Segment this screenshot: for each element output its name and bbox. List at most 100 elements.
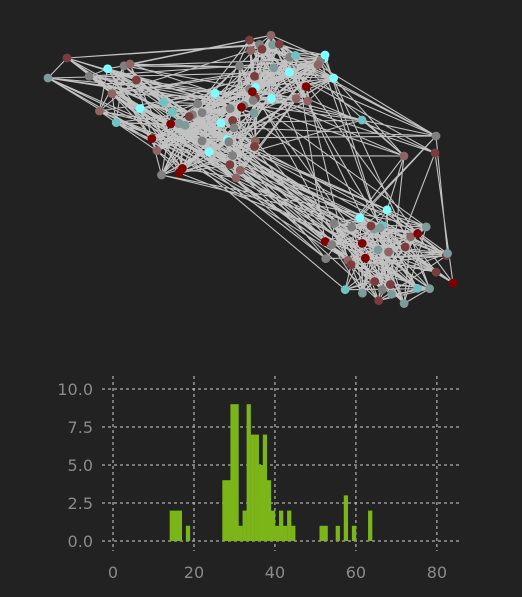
x-tick-label: 20	[184, 563, 204, 582]
y-tick-label: 7.5	[68, 418, 93, 437]
network-node	[347, 222, 357, 232]
network-node	[413, 229, 423, 239]
x-tick-label: 0	[108, 563, 118, 582]
network-node	[225, 104, 235, 113]
network-node	[267, 94, 276, 103]
network-node	[291, 50, 300, 60]
bar	[246, 404, 251, 541]
network-nodes	[43, 30, 458, 308]
network-node	[43, 73, 53, 83]
network-node	[197, 136, 207, 146]
tick-labels: 0.0 2.5 5.0 7.5 10.0 0 20 40 60 80	[57, 380, 447, 582]
bar	[242, 510, 247, 541]
bar	[270, 510, 276, 541]
network-node	[225, 160, 235, 170]
network-node	[174, 118, 184, 128]
bar	[323, 525, 328, 541]
network-node	[147, 134, 157, 144]
network-node	[413, 283, 422, 293]
network-graph	[43, 30, 458, 308]
network-node	[268, 40, 277, 50]
network-node	[406, 232, 416, 242]
bar	[368, 510, 373, 541]
network-node	[135, 104, 145, 114]
y-tick-label: 5.0	[68, 456, 93, 475]
network-node	[228, 116, 238, 125]
network-node	[157, 170, 166, 180]
network-node	[443, 249, 452, 258]
bar	[262, 434, 268, 541]
network-node	[257, 44, 267, 54]
network-node	[399, 151, 409, 161]
network-node	[373, 245, 383, 255]
bar	[343, 495, 349, 541]
network-node	[193, 99, 203, 109]
bar	[234, 404, 239, 541]
network-node	[382, 205, 392, 215]
network-node	[385, 280, 395, 289]
network-node	[384, 247, 393, 257]
network-node	[431, 267, 441, 277]
network-node	[269, 63, 279, 73]
network-node	[125, 59, 135, 69]
network-node	[249, 108, 259, 118]
network-node	[95, 106, 104, 116]
bar	[266, 480, 272, 541]
bar	[226, 480, 231, 541]
network-node	[159, 97, 169, 107]
bar	[291, 525, 296, 541]
x-tick-label: 60	[346, 563, 366, 582]
network-node	[291, 94, 301, 103]
network-node	[430, 148, 440, 158]
bar	[250, 434, 255, 541]
network-node	[400, 242, 410, 252]
bar	[222, 480, 227, 541]
network-node	[235, 165, 245, 175]
bar	[177, 510, 183, 541]
network-node	[228, 151, 238, 160]
network-node	[216, 118, 226, 128]
bar	[283, 525, 288, 541]
bar	[335, 525, 340, 541]
network-node	[166, 119, 176, 129]
network-node	[266, 30, 276, 40]
network-node	[387, 289, 396, 299]
network-node	[237, 102, 246, 112]
network-node	[167, 107, 177, 117]
network-node	[111, 118, 121, 128]
network-node	[247, 87, 257, 97]
network-node	[231, 173, 241, 183]
network-node	[245, 35, 254, 45]
network-node	[320, 237, 330, 246]
bar	[258, 465, 264, 541]
network-node	[84, 71, 94, 81]
network-node	[360, 253, 370, 263]
network-node	[370, 277, 380, 286]
x-tick-label: 40	[265, 563, 285, 582]
network-node	[301, 82, 311, 92]
y-tick-label: 0.0	[68, 532, 93, 551]
network-node	[246, 46, 256, 55]
bar	[169, 510, 174, 541]
bars	[169, 404, 373, 541]
network-node	[448, 278, 458, 288]
network-node	[250, 71, 259, 81]
bar	[254, 434, 259, 541]
network-node	[358, 288, 367, 298]
network-node	[329, 73, 339, 83]
bar	[287, 510, 292, 541]
network-node	[313, 60, 323, 70]
network-node	[327, 240, 337, 249]
network-node	[357, 239, 367, 248]
network-node	[152, 146, 162, 156]
bar-chart: 0.0 2.5 5.0 7.5 10.0 0 20 40 60 80	[57, 376, 459, 582]
network-node	[224, 137, 234, 147]
x-tick-label: 80	[427, 563, 447, 582]
network-node	[346, 260, 356, 270]
network-node	[107, 89, 117, 99]
network-node	[229, 123, 239, 133]
y-tick-label: 10.0	[57, 380, 93, 399]
network-node	[274, 39, 284, 49]
network-node	[425, 284, 435, 294]
